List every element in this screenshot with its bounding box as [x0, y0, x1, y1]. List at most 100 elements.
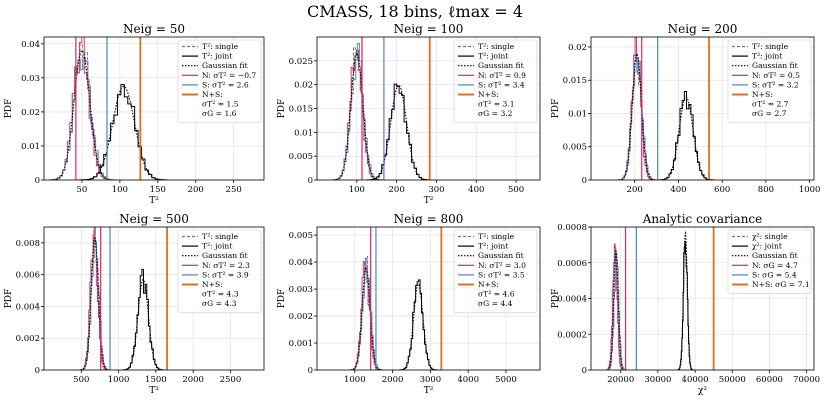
x-tick-label: 200: [627, 185, 643, 195]
y-tick-label: 0.015: [289, 105, 313, 115]
panel-title: Neig = 50: [123, 22, 185, 36]
legend-box: [177, 229, 262, 314]
figure-suptitle: CMASS, 18 bins, ℓmax = 4: [307, 2, 523, 21]
legend-entry: σT² = 4.6: [478, 290, 515, 299]
x-tick-label: 40000: [682, 375, 709, 385]
legend-entry: Gaussian fit: [752, 61, 798, 70]
x-axis-label: T²: [149, 386, 159, 396]
legend-entry: N+S:: [478, 90, 499, 99]
x-tick-label: 300: [428, 185, 444, 195]
x-tick-label: 70000: [793, 375, 820, 385]
histogram-joint: [677, 241, 694, 370]
panel-title: Neig = 500: [119, 212, 189, 226]
histogram-S: [618, 57, 657, 180]
x-tick-label: 800: [758, 185, 774, 195]
legend-entry: S: σT² = 3.4: [478, 80, 525, 89]
x-tick-label: 150: [150, 185, 166, 195]
legend-entry: Gaussian fit: [202, 251, 248, 260]
y-tick-label: 0.004: [289, 258, 313, 268]
histogram-single: [332, 46, 382, 180]
gaussian-fit-single: [618, 52, 656, 180]
y-axis-label: PDF: [277, 99, 287, 119]
y-tick-label: 0.008: [16, 239, 40, 249]
legend-entry: σG = 3.2: [478, 109, 513, 118]
legend-entry: Gaussian fit: [202, 61, 248, 70]
y-tick-label: 0.02: [568, 43, 587, 53]
y-tick-label: 0.0006: [557, 259, 587, 269]
y-tick-label: 0.004: [16, 302, 40, 312]
panel-title: Neig = 800: [394, 212, 464, 226]
legend-entry: T²: single: [478, 232, 515, 241]
plot-area: [617, 37, 715, 180]
gaussian-fit-joint: [122, 278, 165, 370]
x-tick-label: 100: [349, 185, 365, 195]
y-axis-label: PDF: [551, 99, 561, 119]
legend-entry: σG = 4.4: [478, 299, 513, 308]
y-tick-label: 0: [582, 176, 587, 186]
x-tick-label: 500: [73, 375, 89, 385]
axes-frame: [590, 226, 815, 371]
x-tick-label: 100: [112, 185, 128, 195]
x-tick-label: 500: [508, 185, 524, 195]
axes-frame: [316, 226, 541, 371]
legend-entry: T²: joint: [478, 242, 508, 251]
legend-entry: N: σT² = 0.9: [478, 71, 526, 80]
legend-entry: χ²: single: [752, 232, 788, 241]
x-tick-label: 20000: [607, 375, 634, 385]
gaussian-fit-joint: [658, 96, 715, 180]
y-axis-label: PDF: [4, 289, 14, 309]
histogram-S: [332, 43, 383, 180]
legend-entry: N: σT² = −0.7: [202, 71, 256, 80]
y-tick-label: 0: [308, 176, 313, 186]
y-tick-label: 0.02: [294, 81, 313, 91]
legend-entry: T²: joint: [752, 52, 782, 61]
x-tick-label: 2000: [182, 375, 204, 385]
chart-panel-6: Analytic covariance 20000 30000 40000 50000 6…: [551, 212, 820, 396]
y-tick-label: 0.006: [16, 271, 40, 281]
x-tick-label: 600: [714, 185, 730, 195]
legend-box: [453, 229, 538, 314]
y-tick-label: 0: [308, 366, 313, 376]
legend-entry: χ²: joint: [752, 242, 782, 251]
legend-entry: Gaussian fit: [478, 61, 524, 70]
x-axis-label: χ²: [698, 386, 707, 396]
y-tick-label: 0.002: [289, 312, 313, 322]
histogram-S: [49, 56, 117, 180]
y-tick-label: 0.005: [289, 152, 313, 162]
plot-area: [79, 227, 168, 370]
axes-frame: [316, 36, 541, 181]
legend-entry: T²: single: [478, 42, 515, 51]
legend-entry: σG = 2.7: [752, 109, 787, 118]
axes-frame: [43, 226, 265, 371]
legend-box: [453, 39, 538, 124]
x-tick-label: 250: [226, 185, 242, 195]
y-tick-label: 0: [35, 366, 40, 376]
legend-entry: T²: joint: [202, 52, 232, 61]
x-axis-label: T²: [424, 196, 434, 206]
y-tick-label: 0.002: [16, 334, 40, 344]
legend-entry: N: σT² = 2.3: [202, 261, 250, 270]
y-tick-label: 0.01: [294, 128, 313, 138]
legend-entry: T²: single: [752, 42, 789, 51]
histogram-N: [605, 243, 624, 370]
x-axis-label: T²: [149, 196, 159, 206]
panel-title: Analytic covariance: [642, 212, 763, 226]
legend-entry: N+S:: [752, 90, 773, 99]
gaussian-fit-joint: [399, 283, 438, 370]
histogram-single: [618, 55, 656, 180]
legend-entry: N+S:: [202, 90, 223, 99]
y-tick-label: 0.005: [563, 143, 587, 153]
x-tick-label: 1000: [799, 185, 821, 195]
x-tick-label: 30000: [644, 375, 671, 385]
legend-entry: σT² = 3.1: [478, 100, 515, 109]
gaussian-fit-single: [606, 249, 625, 370]
legend-entry: T²: single: [202, 42, 239, 51]
plot-area: [349, 227, 443, 370]
legend-entry: N+S:: [478, 280, 499, 289]
histogram-single: [349, 255, 383, 370]
legend-entry: Gaussian fit: [478, 251, 524, 260]
x-tick-label: 4000: [457, 375, 479, 385]
x-tick-label: 5000: [495, 375, 517, 385]
gaussian-fit-single: [332, 52, 381, 180]
